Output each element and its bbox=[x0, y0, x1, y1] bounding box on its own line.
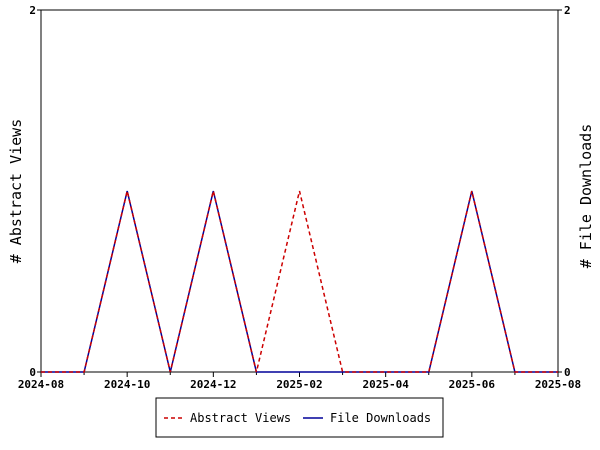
axis-ticks: 2024-08 2024-10 2024-12 2025-02 2025-04 2025-… bbox=[18, 4, 581, 391]
y2-axis-title: # File Downloads bbox=[577, 124, 595, 269]
y-tick-label: 2 bbox=[29, 4, 36, 17]
x-tick-label: 2024-12 bbox=[190, 378, 236, 391]
legend-box bbox=[155, 397, 444, 438]
x-tick-label: 2025-02 bbox=[276, 378, 322, 391]
y-tick-label: 0 bbox=[29, 366, 36, 379]
legend-label-file-downloads: File Downloads bbox=[330, 411, 431, 425]
legend-label-abstract-views: Abstract Views bbox=[190, 411, 291, 425]
series-line-file-downloads bbox=[41, 190, 558, 373]
x-tick-label: 2025-04 bbox=[362, 378, 409, 391]
series-line-abstract-views bbox=[41, 190, 558, 373]
y2-tick-label: 0 bbox=[564, 366, 571, 379]
y-axis-title: # Abstract Views bbox=[7, 119, 25, 264]
x-tick-label: 2024-10 bbox=[104, 378, 150, 391]
legend: Abstract Views File Downloads bbox=[155, 397, 444, 438]
data-series bbox=[41, 190, 558, 373]
x-tick-label: 2025-06 bbox=[449, 378, 496, 391]
y2-tick-label: 2 bbox=[564, 4, 571, 17]
x-tick-label: 2024-08 bbox=[18, 378, 64, 391]
x-tick-label: 2025-08 bbox=[535, 378, 581, 391]
